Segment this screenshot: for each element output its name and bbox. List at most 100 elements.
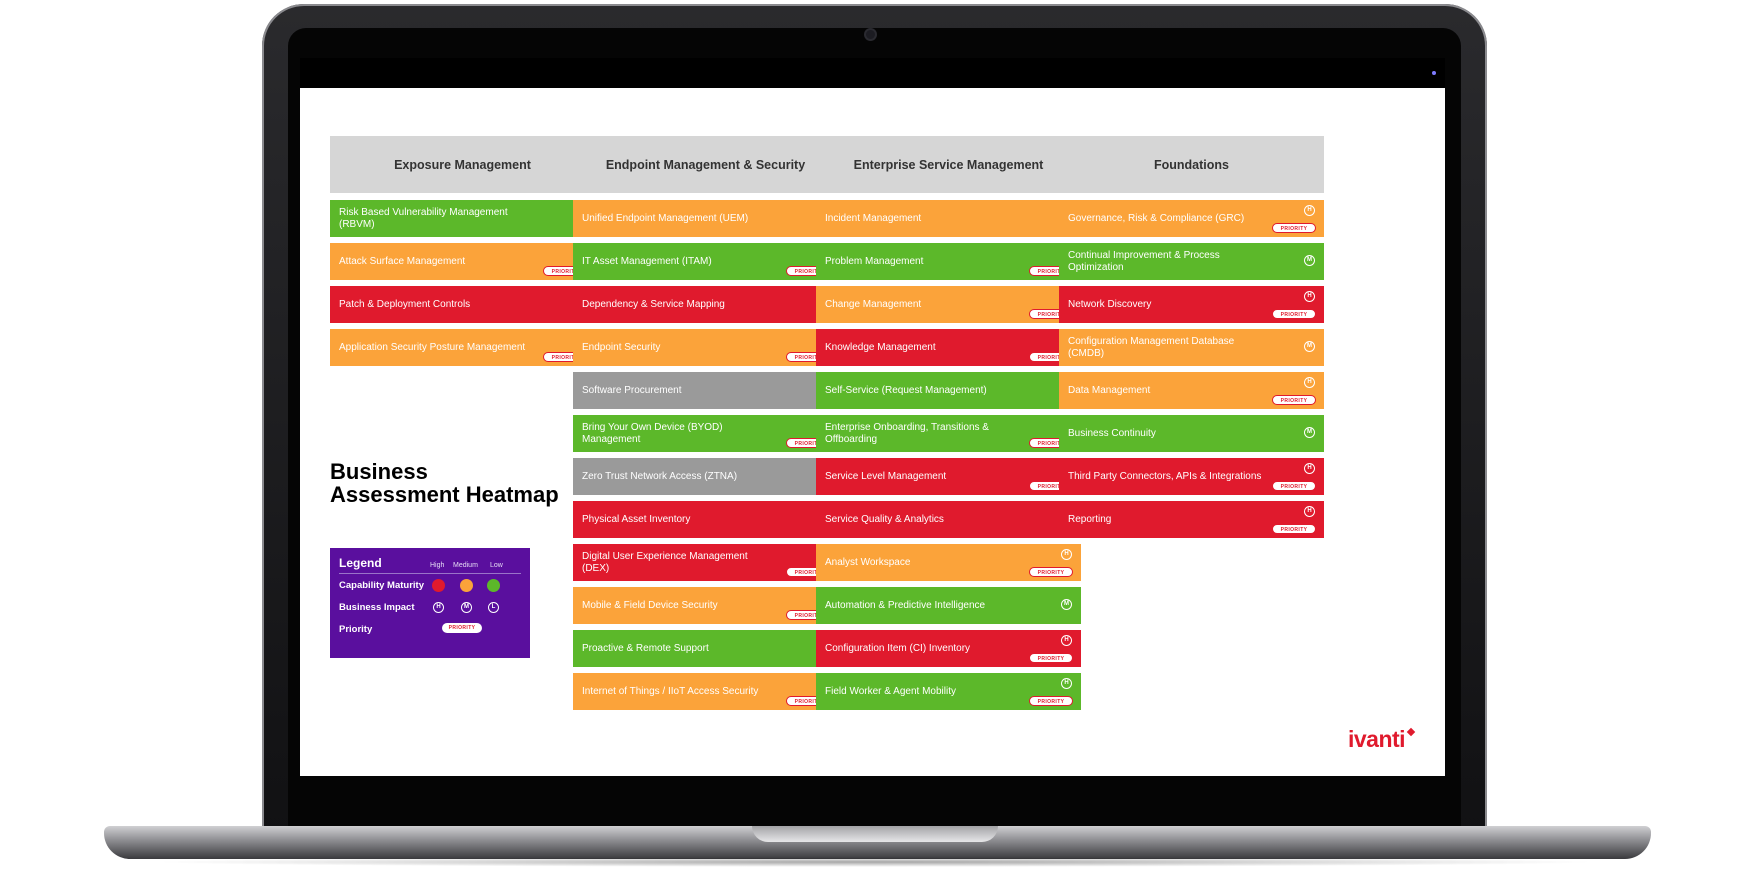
capability-tile[interactable]: Governance, Risk & Compliance (GRC) H PRIO… xyxy=(1059,200,1324,237)
capability-tile[interactable]: Data Management H PRIORITY xyxy=(1059,372,1324,409)
capability-tile[interactable]: Third Party Connectors, APIs & Integrati… xyxy=(1059,458,1324,495)
capability-label: Change Management xyxy=(825,298,922,310)
status-indicator-icon xyxy=(1432,71,1436,75)
laptop-notch xyxy=(752,826,998,842)
capability-tile[interactable]: Reporting H PRIORITY xyxy=(1059,501,1324,538)
column-header: Exposure Management xyxy=(330,136,595,193)
capability-label: Physical Asset Inventory xyxy=(582,513,691,525)
capability-label: Dependency & Service Mapping xyxy=(582,298,725,310)
heatmap-slide: Exposure Management Risk Based Vulnerabil… xyxy=(300,88,1445,776)
webcam-icon xyxy=(866,30,875,39)
capability-label: Mobile & Field Device Security xyxy=(582,599,718,611)
capability-label: Configuration Management Database (CMDB) xyxy=(1068,335,1235,359)
maturity-medium-swatch xyxy=(460,579,473,592)
business-impact-icon: H xyxy=(1304,205,1315,216)
business-impact-icon: H xyxy=(1304,463,1315,474)
capability-label: Data Management xyxy=(1068,384,1151,396)
column-header: Enterprise Service Management xyxy=(816,136,1081,193)
capability-tile[interactable]: Business Continuity M xyxy=(1059,415,1324,452)
heatmap-column: Foundations Governance, Risk & Compliance… xyxy=(1059,136,1324,544)
capability-label: Field Worker & Agent Mobility xyxy=(825,685,956,697)
capability-tile[interactable]: Network Discovery H PRIORITY xyxy=(1059,286,1324,323)
business-impact-icon: M xyxy=(1304,341,1315,352)
capability-tile[interactable]: Analyst Workspace H PRIORITY xyxy=(816,544,1081,581)
capability-tile[interactable]: Unified Endpoint Management (UEM)M xyxy=(573,200,838,237)
legend-priority: Priority xyxy=(339,624,373,635)
capability-label: Endpoint Security xyxy=(582,341,661,353)
heatmap-column: Enterprise Service Management Incident Ma… xyxy=(816,136,1081,716)
capability-tile[interactable]: Software Procurement xyxy=(573,372,838,409)
capability-label: Network Discovery xyxy=(1068,298,1152,310)
business-impact-icon: H xyxy=(1304,291,1315,302)
priority-badge: PRIORITY xyxy=(1272,524,1316,534)
capability-tile[interactable]: Configuration Management Database (CMDB)… xyxy=(1059,329,1324,366)
business-impact-icon: H xyxy=(1061,678,1072,689)
business-impact-icon: H xyxy=(1304,377,1315,388)
capability-tile[interactable]: Bring Your Own Device (BYOD) ManagementH… xyxy=(573,415,838,452)
capability-label: Continual Improvement & Process Optimiza… xyxy=(1068,249,1220,273)
capability-label: Automation & Predictive Intelligence xyxy=(825,599,986,611)
capability-label: Proactive & Remote Support xyxy=(582,642,709,654)
legend-capability-maturity: Capability Maturity xyxy=(339,580,424,591)
capability-label: Enterprise Onboarding, Transitions & Off… xyxy=(825,421,989,445)
capability-tile[interactable]: Automation & Predictive Intelligence M xyxy=(816,587,1081,624)
priority-badge: PRIORITY xyxy=(1029,696,1073,706)
column-header: Foundations xyxy=(1059,136,1324,193)
capability-label: Zero Trust Network Access (ZTNA) xyxy=(582,470,738,482)
capability-tile[interactable]: Dependency & Service MappingM xyxy=(573,286,838,323)
ivanti-logo: ivanti xyxy=(1348,726,1406,752)
capability-label: Digital User Experience Management (DEX) xyxy=(582,550,748,574)
capability-tile[interactable]: Patch & Deployment ControlsM xyxy=(330,286,595,323)
capability-tile[interactable]: Zero Trust Network Access (ZTNA) xyxy=(573,458,838,495)
legend-level-medium: Medium xyxy=(453,562,478,569)
capability-label: Bring Your Own Device (BYOD) Management xyxy=(582,421,723,445)
legend-level-high: High xyxy=(430,562,445,569)
capability-label: Business Continuity xyxy=(1068,427,1156,439)
capability-tile[interactable]: Risk Based Vulnerability Management (RBV… xyxy=(330,200,595,237)
capability-tile[interactable]: Continual Improvement & Process Optimiza… xyxy=(1059,243,1324,280)
priority-badge: PRIORITY xyxy=(1272,395,1316,405)
business-impact-icon: H xyxy=(1061,549,1072,560)
capability-label: Software Procurement xyxy=(582,384,682,396)
capability-label: Patch & Deployment Controls xyxy=(339,298,471,310)
business-impact-icon: H xyxy=(1061,635,1072,646)
capability-label: Self-Service (Request Management) xyxy=(825,384,987,396)
capability-tile[interactable]: Internet of Things / IIoT Access Securit… xyxy=(573,673,838,710)
legend-business-impact: Business Impact xyxy=(339,602,415,613)
capability-label: Application Security Posture Management xyxy=(339,341,526,353)
capability-tile[interactable]: Proactive & Remote SupportM xyxy=(573,630,838,667)
capability-label: Knowledge Management xyxy=(825,341,936,353)
capability-label: Problem Management xyxy=(825,255,924,267)
capability-tile[interactable]: Service Quality & AnalyticsM xyxy=(816,501,1081,538)
business-impact-icon: M xyxy=(1304,427,1315,438)
page-title: Business Assessment Heatmap xyxy=(330,459,559,507)
capability-tile[interactable]: Endpoint SecurityHPRIORITY xyxy=(573,329,838,366)
capability-tile[interactable]: Physical Asset InventoryM xyxy=(573,501,838,538)
capability-tile[interactable]: Enterprise Onboarding, Transitions & Off… xyxy=(816,415,1081,452)
capability-tile[interactable]: Self-Service (Request Management)M xyxy=(816,372,1081,409)
impact-high-icon: H xyxy=(433,602,444,613)
capability-label: Governance, Risk & Compliance (GRC) xyxy=(1068,212,1245,224)
capability-tile[interactable]: Mobile & Field Device SecurityHPRIORITY xyxy=(573,587,838,624)
capability-label: Analyst Workspace xyxy=(825,556,911,568)
capability-tile[interactable]: Digital User Experience Management (DEX)… xyxy=(573,544,838,581)
impact-medium-icon: M xyxy=(461,602,472,613)
capability-label: Configuration Item (CI) Inventory xyxy=(825,642,971,654)
logo-mark-icon xyxy=(1406,727,1416,737)
legend-level-low: Low xyxy=(490,562,503,569)
capability-tile[interactable]: Configuration Item (CI) Inventory H PRIORI… xyxy=(816,630,1081,667)
capability-tile[interactable]: Incident ManagementM xyxy=(816,200,1081,237)
maturity-low-swatch xyxy=(487,579,500,592)
capability-tile[interactable]: Field Worker & Agent Mobility H PRIORITY xyxy=(816,673,1081,710)
capability-label: Risk Based Vulnerability Management (RBV… xyxy=(339,206,508,230)
legend-divider xyxy=(339,573,521,574)
capability-tile[interactable]: Application Security Posture ManagementH… xyxy=(330,329,595,366)
screen-top-bar xyxy=(300,58,1445,88)
capability-label: Service Level Management xyxy=(825,470,947,482)
